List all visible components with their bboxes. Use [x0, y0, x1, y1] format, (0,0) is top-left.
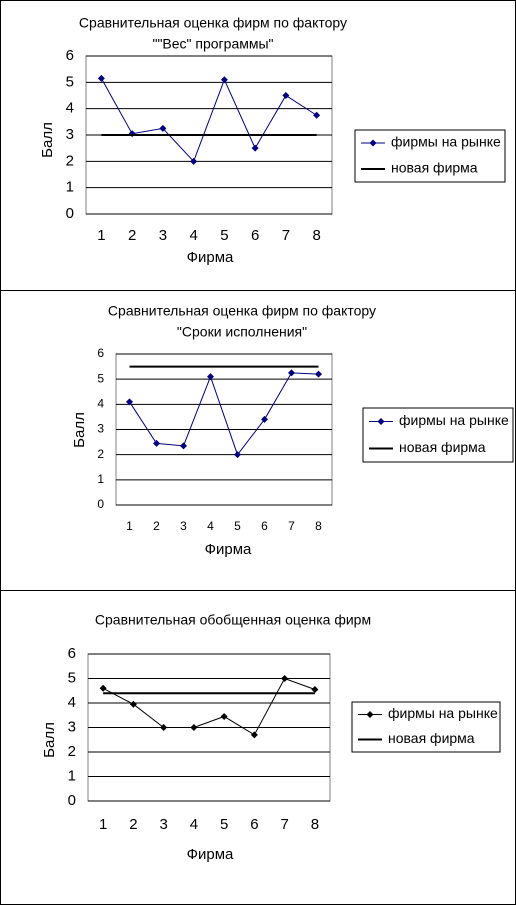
x-tick-label: 3	[180, 519, 187, 533]
y-tick-label: 0	[97, 497, 104, 511]
data-point	[311, 686, 319, 694]
data-point	[190, 157, 198, 165]
legend	[351, 701, 501, 753]
chart-title: Сравнительная обобщенная оценка фирм	[95, 612, 371, 628]
legend	[354, 129, 506, 183]
y-tick-label: 5	[66, 73, 74, 90]
data-point	[159, 124, 167, 132]
legend-label: новая фирма	[388, 730, 475, 746]
legend	[362, 407, 514, 463]
x-tick-label: 8	[311, 816, 319, 833]
y-tick-label: 5	[97, 371, 104, 385]
x-tick-label: 6	[251, 227, 259, 244]
x-tick-label: 8	[315, 519, 322, 533]
data-point	[261, 415, 268, 423]
series-line	[100, 78, 317, 163]
y-tick-label: 1	[66, 179, 74, 196]
y-tick-label: 5	[68, 669, 76, 686]
data-point	[315, 370, 322, 378]
y-tick-label: 1	[68, 767, 76, 784]
y-tick-label: 1	[97, 472, 104, 486]
legend-label: фирмы на рынке	[388, 705, 498, 721]
y-tick-label: 4	[68, 694, 76, 711]
y-tick-label: 3	[66, 126, 74, 143]
y-tick-label: 2	[68, 743, 76, 760]
x-tick-label: 5	[220, 227, 228, 244]
series-line	[129, 372, 319, 456]
x-tick-label: 7	[280, 816, 288, 833]
x-tick-label: 4	[190, 816, 198, 833]
data-point	[129, 700, 137, 708]
x-tick-label: 2	[128, 227, 136, 244]
y-tick-label: 4	[66, 100, 74, 117]
data-point	[250, 731, 258, 739]
chart-title: ""Вес" программы"	[152, 36, 273, 52]
data-point	[97, 74, 105, 82]
y-tick-label: 6	[68, 645, 76, 662]
data-point	[251, 144, 259, 152]
y-axis-label: Балл	[39, 122, 56, 158]
series-line	[102, 677, 316, 736]
x-tick-label: 4	[189, 227, 197, 244]
data-point	[220, 76, 228, 84]
x-tick-label: 8	[312, 227, 320, 244]
x-tick-label: 7	[288, 519, 295, 533]
legend-marker	[377, 418, 385, 425]
data-point	[281, 675, 289, 682]
y-axis-label: Балл	[71, 412, 88, 448]
x-tick-label: 7	[282, 227, 290, 244]
x-tick-label: 3	[159, 816, 167, 833]
chart-title: Сравнительная оценка фирм по фактору	[108, 303, 376, 319]
data-point	[313, 111, 321, 119]
data-point	[282, 92, 290, 99]
legend-marker	[369, 139, 377, 147]
x-axis-label: Фирма	[205, 541, 252, 558]
y-tick-label: 3	[97, 422, 104, 436]
x-tick-label: 6	[250, 816, 258, 833]
legend-label: фирмы на рынке	[399, 412, 509, 428]
x-tick-label: 1	[97, 227, 105, 244]
x-tick-label: 4	[207, 519, 214, 533]
x-axis-label: Фирма	[187, 249, 234, 266]
x-tick-label: 2	[129, 816, 137, 833]
x-tick-label: 3	[159, 227, 167, 244]
y-tick-label: 4	[97, 397, 104, 411]
data-point	[234, 451, 241, 459]
y-tick-label: 2	[97, 447, 104, 461]
y-tick-label: 6	[66, 47, 74, 64]
data-point	[160, 724, 168, 731]
data-point	[180, 442, 187, 450]
y-axis-label: Балл	[41, 722, 58, 758]
y-tick-label: 0	[66, 205, 74, 222]
y-tick-label: 0	[68, 792, 76, 809]
data-point	[126, 398, 133, 406]
x-tick-label: 1	[99, 816, 107, 833]
data-point	[220, 712, 228, 720]
x-tick-label: 1	[126, 519, 133, 533]
chart-title: "Сроки исполнения"	[177, 324, 307, 340]
y-tick-label: 6	[97, 346, 104, 360]
chart-title: Сравнительная оценка фирм по фактору	[79, 15, 347, 31]
data-point	[207, 373, 214, 381]
legend-marker	[366, 711, 374, 718]
y-tick-label: 2	[66, 152, 74, 169]
data-point	[288, 369, 295, 377]
x-tick-label: 5	[220, 816, 228, 833]
x-tick-label: 6	[261, 519, 268, 533]
y-tick-label: 3	[68, 718, 76, 735]
x-axis-label: Фирма	[187, 846, 234, 863]
data-point	[99, 684, 107, 692]
legend-label: фирмы на рынке	[391, 134, 501, 150]
x-tick-label: 2	[153, 519, 160, 533]
legend-label: новая фирма	[399, 439, 486, 455]
legend-label: новая фирма	[391, 160, 478, 176]
data-point	[190, 724, 198, 731]
x-tick-label: 5	[234, 519, 241, 533]
data-point	[153, 439, 160, 447]
